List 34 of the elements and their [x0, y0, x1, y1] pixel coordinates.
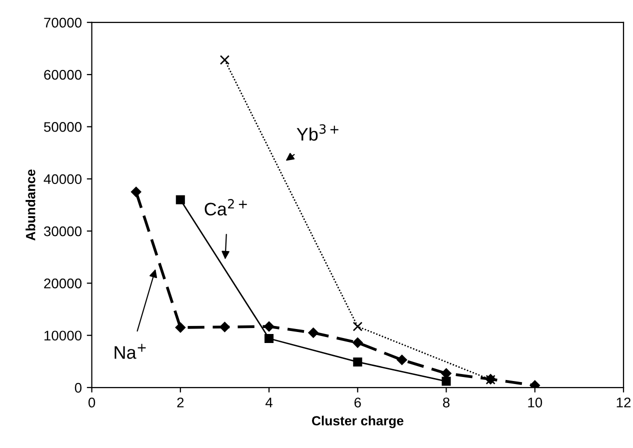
x-tick-label: 6 — [354, 398, 361, 408]
y-tick-label: 60000 — [44, 70, 82, 80]
point — [396, 354, 408, 365]
y-tick-label: 20000 — [44, 278, 82, 288]
x-tick-label: 10 — [528, 398, 542, 408]
point — [353, 357, 362, 366]
y-tick-label: 70000 — [44, 18, 82, 28]
series-label: Ca$^{2+}$ — [204, 199, 247, 216]
point — [220, 55, 230, 65]
y-tick-label: 40000 — [44, 174, 82, 184]
x-tick-label: 0 — [88, 398, 96, 408]
point — [352, 322, 363, 332]
series-label: Na$^{+}$ — [114, 344, 146, 359]
point — [130, 186, 142, 198]
y-axis-title: Abundance — [26, 169, 36, 241]
point — [220, 322, 230, 332]
point — [264, 334, 274, 344]
x-tick-label: 2 — [177, 398, 184, 408]
point — [175, 322, 186, 333]
point — [308, 328, 318, 338]
y-tick-label: 50000 — [44, 122, 82, 132]
point — [176, 195, 185, 204]
y-tick-label: 0 — [74, 382, 82, 393]
x-tick-label: 8 — [443, 398, 450, 408]
y-tick-label: 10000 — [44, 330, 82, 341]
point — [530, 380, 540, 388]
y-tick-label: 30000 — [44, 226, 82, 236]
x-tick-label: 4 — [265, 398, 272, 408]
point — [352, 338, 363, 348]
x-axis-title: Cluster charge — [312, 416, 404, 428]
series-label: Yb$^{3+}$ — [296, 124, 338, 141]
point — [264, 321, 274, 332]
x-tick-label: 12 — [616, 398, 631, 408]
point — [442, 376, 451, 386]
